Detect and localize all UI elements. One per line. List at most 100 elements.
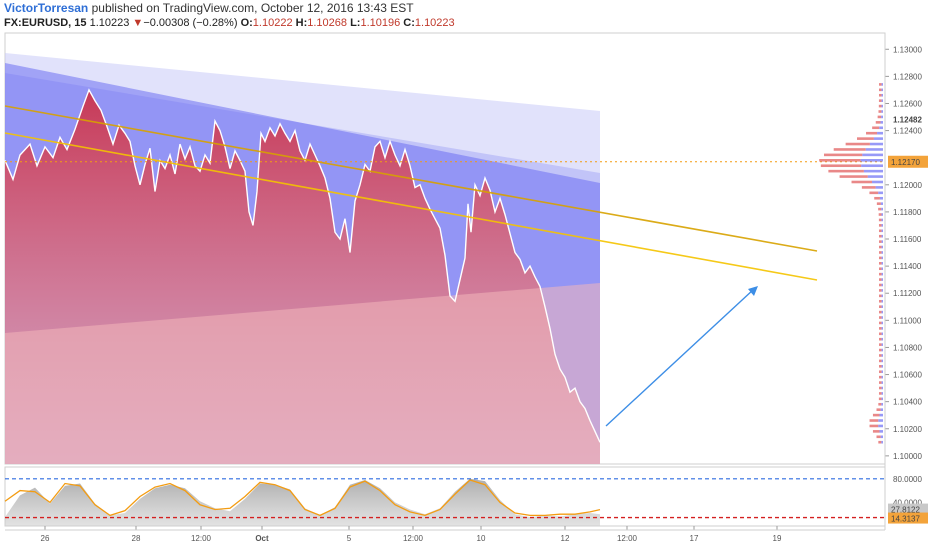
- channel-upper-line: [4, 105, 818, 252]
- volume-profile-bar: [863, 169, 883, 173]
- price-axis-label: 1.13000: [893, 45, 922, 54]
- volume-profile-bar: [878, 392, 882, 395]
- volume-profile-bar: [881, 294, 883, 298]
- volume-profile-bar: [869, 424, 879, 428]
- volume-profile-bar: [881, 88, 883, 92]
- volume-profile-bar: [879, 262, 882, 265]
- chart-header: VictorTorresan published on TradingView.…: [4, 1, 924, 31]
- price-axis-label: 1.10200: [893, 425, 922, 434]
- volume-profile-bar: [881, 370, 883, 374]
- arrow-head-icon: [748, 286, 758, 296]
- volume-profile-bar: [878, 213, 882, 216]
- volume-profile-bar: [860, 159, 883, 162]
- price-axis-label: 1.11600: [893, 235, 922, 244]
- volume-profile-bar: [881, 99, 883, 102]
- level-badge: [888, 503, 928, 515]
- volume-profile-bar: [881, 392, 883, 395]
- price-axis-label: 1.11400: [893, 262, 922, 271]
- volume-profile-bar: [876, 202, 881, 205]
- volume-profile-bar: [879, 251, 882, 254]
- symbol-label[interactable]: FX:EURUSD, 15: [4, 17, 87, 29]
- time-axis-label: Oct: [255, 534, 269, 543]
- volume-profile-bar: [881, 299, 883, 303]
- volume-profile-bar: [879, 256, 882, 260]
- price-axis-label: 1.10600: [893, 371, 922, 380]
- time-axis-label: 12: [561, 534, 570, 543]
- volume-profile-bar: [878, 99, 882, 102]
- volume-profile-bar: [851, 180, 872, 184]
- level-badge-label: 14.3137: [891, 515, 920, 524]
- time-axis-label: 28: [132, 534, 141, 543]
- volume-profile-bar: [879, 359, 882, 363]
- volume-profile-bar: [879, 332, 882, 336]
- volume-profile-bar: [867, 175, 883, 178]
- price-pane[interactable]: [4, 32, 886, 465]
- volume-profile-bar: [881, 397, 883, 401]
- volume-profile-bar: [881, 110, 883, 113]
- volume-profile-bar: [881, 83, 883, 86]
- axes: 1.13000 1.12800 1.12600 1.12482 1.12400 1.121…: [5, 33, 928, 543]
- volume-profile-bar: [879, 267, 882, 271]
- volume-profile-bar: [878, 83, 882, 86]
- volume-profile-bar: [874, 196, 880, 200]
- price-axis-label: 1.10800: [893, 343, 922, 352]
- volume-profile-bar: [879, 278, 882, 281]
- volume-profile-bar: [881, 332, 883, 336]
- volume-profile-bar: [869, 419, 879, 422]
- volume-profile-bar: [872, 413, 880, 417]
- volume-profile-bar: [875, 186, 883, 189]
- volume-profile-bar: [878, 104, 882, 108]
- volume-profile-bar: [869, 142, 883, 146]
- volume-profile-bar: [878, 224, 882, 227]
- volume-profile-bar: [879, 327, 882, 330]
- volume-profile-bar: [881, 240, 883, 243]
- volume-profile-bar: [881, 213, 883, 216]
- time-axis-label: 26: [41, 534, 50, 543]
- volume-profile-bar: [869, 191, 879, 195]
- author-link[interactable]: VictorTorresan: [4, 1, 89, 15]
- volume-profile-bar: [879, 343, 882, 346]
- volume-profile-bar: [881, 283, 883, 287]
- oscillator-histogram: [5, 478, 600, 526]
- oscillator-pane[interactable]: [4, 466, 886, 527]
- volume-profile-bar: [872, 430, 880, 433]
- volume-profile-bar: [878, 419, 883, 422]
- low-label: L:: [350, 17, 361, 29]
- level-badge: [888, 512, 928, 524]
- current-level-badge: [888, 155, 928, 168]
- volume-profile-bar: [878, 234, 882, 238]
- volume-profile-bar: [881, 381, 883, 384]
- volume-profile-bar: [881, 267, 883, 271]
- open-label: O:: [240, 17, 253, 29]
- close-label: C:: [403, 17, 415, 29]
- volume-profile-bar: [880, 121, 883, 124]
- volume-profile-bar: [872, 126, 880, 130]
- volume-profile-bar: [879, 283, 882, 287]
- volume-profile-bar: [881, 262, 883, 265]
- volume-profile-bar: [861, 164, 883, 168]
- volume-profile-bar: [845, 142, 870, 146]
- price-axis-label: 1.11000: [893, 316, 922, 325]
- high-value: 1.10268: [307, 17, 347, 29]
- oscillator-axis-label: 40.0000: [893, 498, 922, 507]
- volume-profile-bar: [878, 207, 882, 211]
- volume-profile-bar: [879, 305, 882, 308]
- open-value: 1.10222: [252, 17, 293, 29]
- volume-profile-bar: [881, 218, 883, 222]
- volume-profile-bar: [881, 348, 883, 352]
- volume-profile-bar: [871, 180, 883, 184]
- volume-profile-bar: [881, 289, 883, 292]
- volume-profile-bar: [881, 310, 883, 314]
- volume-profile-bar: [828, 169, 864, 173]
- channel-lower-line: [4, 132, 818, 281]
- volume-profile-bar: [878, 191, 883, 195]
- price-axis-label: 1.11200: [893, 289, 922, 298]
- volume-profile-bar: [881, 375, 883, 379]
- time-axis-label: 12:00: [617, 534, 638, 543]
- price-axis-label: 1.12400: [893, 127, 922, 136]
- volume-profile-bar: [881, 245, 883, 249]
- volume-profile-bar: [879, 310, 882, 314]
- high-label: H:: [295, 17, 308, 29]
- volume-profile-bar: [865, 148, 883, 151]
